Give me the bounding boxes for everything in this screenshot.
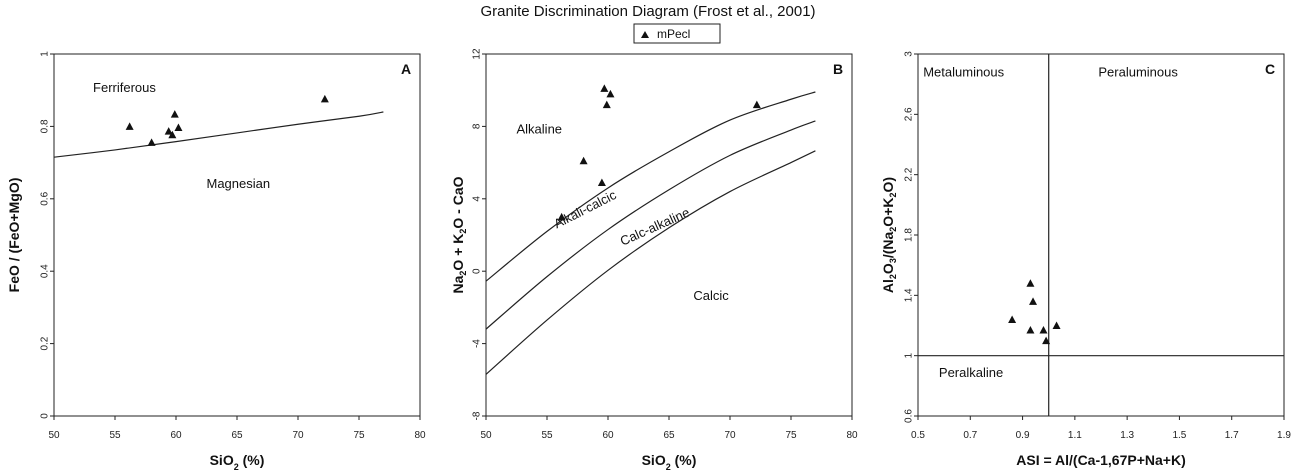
legend-triangle-icon — [641, 31, 649, 38]
y-tick-label: 0.4 — [40, 264, 51, 278]
y-tick-label: 0.6 — [40, 191, 51, 205]
x-tick-label: 50 — [480, 430, 492, 441]
x-tick-label: 50 — [48, 430, 60, 441]
data-point — [147, 138, 156, 146]
plot-frame — [917, 53, 1285, 417]
region-label: Magnesian — [207, 176, 271, 191]
panel-letter: A — [401, 61, 411, 77]
data-point — [168, 130, 177, 139]
data-point — [579, 156, 588, 165]
x-tick-label: 1.3 — [1120, 430, 1134, 441]
y-tick-label: 8 — [472, 123, 483, 129]
plot-frame — [53, 53, 421, 417]
y-axis-label: FeO / (FeO+MgO) — [6, 178, 22, 293]
figure-title: Granite Discrimination Diagram (Frost et… — [480, 3, 815, 20]
data-point — [557, 212, 566, 221]
y-tick-label: 3 — [904, 51, 915, 57]
region-label: Metaluminous — [923, 65, 1004, 80]
data-point — [1026, 326, 1035, 334]
panel-b: 50 55 60 65 70 75 80 -8 -4 0 4 8 12 SiO2 (%) Na2O + K2… — [450, 48, 858, 472]
boundary-curve — [54, 111, 384, 158]
data-point — [1042, 336, 1051, 345]
y-tick-label: 1.8 — [904, 228, 915, 242]
region-label: Ferriferous — [93, 80, 156, 95]
panel-letter: B — [833, 61, 843, 77]
legend-label: mPecl — [657, 27, 690, 41]
data-point — [1052, 321, 1061, 329]
data-point — [1039, 326, 1048, 334]
region-label: Peraluminous — [1098, 65, 1178, 80]
y-tick-label: 0.2 — [40, 336, 51, 350]
y-tick-label: 2.6 — [904, 107, 915, 121]
y-tick-label: 4 — [472, 196, 483, 202]
x-tick-label: 55 — [541, 430, 553, 441]
region-label: Calcic — [693, 288, 729, 303]
boundary-curve — [486, 150, 816, 375]
data-point — [1026, 279, 1035, 287]
data-point — [752, 100, 761, 109]
x-axis-label: SiO2 (%) — [642, 452, 697, 472]
data-point — [602, 100, 611, 109]
x-tick-label: 1.5 — [1172, 430, 1186, 441]
data-point — [600, 84, 609, 92]
legend-box — [633, 23, 721, 44]
x-tick-label: 75 — [353, 430, 365, 441]
x-axis-label: ASI = Al/(Ca-1,67P+Na+K) — [1016, 452, 1186, 468]
data-point — [1029, 297, 1038, 305]
y-tick-label: 2.2 — [904, 167, 915, 181]
data-point — [125, 122, 134, 130]
data-point — [174, 123, 183, 131]
x-tick-label: 0.9 — [1016, 430, 1030, 441]
data-point — [164, 127, 173, 135]
y-axis-label: Al2O3/(Na2O+K2O) — [880, 177, 898, 293]
y-tick-label: 1.4 — [904, 288, 915, 302]
y-tick-label: 1 — [904, 352, 915, 358]
x-tick-label: 1.1 — [1068, 430, 1082, 441]
panel-letter: C — [1265, 61, 1275, 77]
boundary-curve — [486, 91, 816, 282]
y-tick-label: 0 — [40, 413, 51, 419]
data-point — [597, 178, 606, 187]
region-label: Peralkaline — [939, 365, 1003, 380]
legend: mPecl — [633, 23, 721, 44]
x-tick-label: 65 — [231, 430, 243, 441]
x-tick-label: 70 — [292, 430, 304, 441]
x-tick-label: 55 — [109, 430, 121, 441]
plot-frame — [485, 53, 853, 417]
y-tick-label: 0.6 — [904, 409, 915, 423]
data-point — [320, 94, 329, 103]
y-axis-label: Na2O + K2O - CaO — [450, 176, 468, 293]
y-tick-label: 0 — [472, 268, 483, 274]
y-tick-label: 1 — [40, 51, 51, 57]
x-tick-label: 60 — [170, 430, 182, 441]
y-tick-label: -4 — [472, 339, 483, 348]
boundary-label: Calc-alkaline — [618, 205, 692, 249]
y-tick-label: 12 — [472, 48, 483, 60]
x-tick-label: 0.5 — [911, 430, 925, 441]
y-tick-label: -8 — [472, 411, 483, 420]
data-point — [1008, 315, 1017, 323]
data-point — [170, 110, 179, 118]
x-tick-label: 0.7 — [963, 430, 977, 441]
x-tick-label: 75 — [785, 430, 797, 441]
x-tick-label: 1.9 — [1277, 430, 1291, 441]
boundary-curve — [486, 120, 816, 330]
x-tick-label: 65 — [663, 430, 675, 441]
y-tick-label: 0.8 — [40, 119, 51, 133]
x-tick-label: 60 — [602, 430, 614, 441]
boundary-label: Alkali-calcic — [551, 187, 619, 231]
x-tick-label: 70 — [724, 430, 736, 441]
x-axis-label: SiO2 (%) — [210, 452, 265, 472]
x-tick-label: 80 — [846, 430, 858, 441]
region-label: Alkaline — [517, 122, 563, 137]
panel-a: 50 55 60 65 70 75 80 0 0.2 0.4 0.6 0.8 1 SiO2 (%) FeO … — [6, 51, 426, 472]
x-tick-label: 80 — [414, 430, 426, 441]
data-point — [606, 89, 615, 98]
panel-c: 0.5 0.7 0.9 1.1 1.3 1.5 1.7 1.9 0.6 1 1.4 1.8 2.2 2.6… — [880, 51, 1291, 468]
x-tick-label: 1.7 — [1225, 430, 1239, 441]
